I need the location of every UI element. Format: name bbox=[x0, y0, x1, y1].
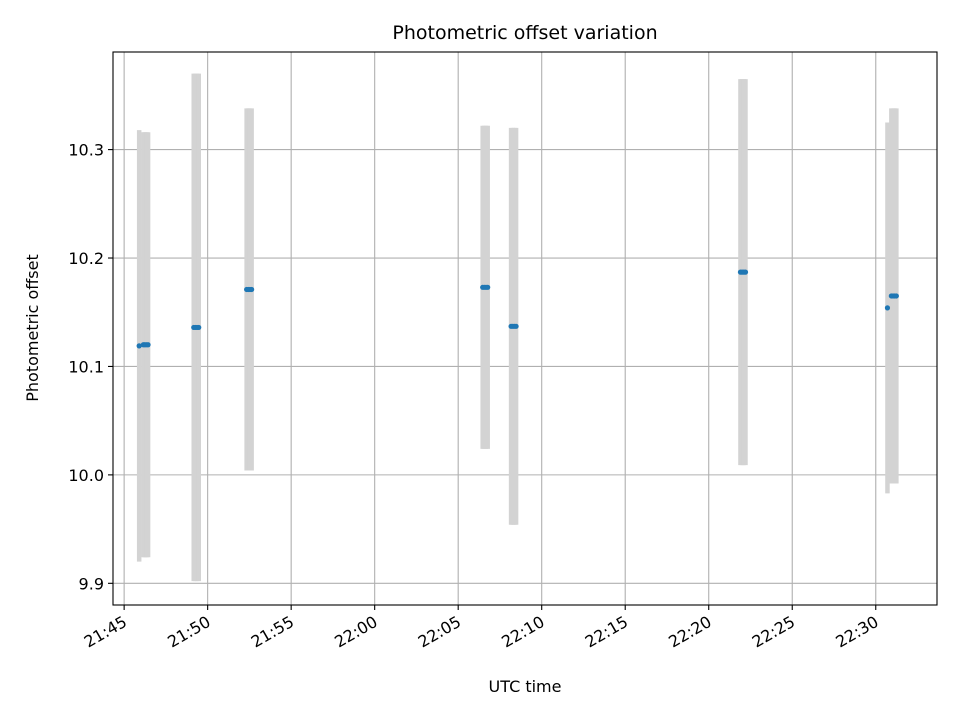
plot-background bbox=[113, 52, 937, 605]
plot-frame bbox=[112, 51, 938, 606]
data-point bbox=[893, 293, 899, 299]
y-tick-label: 10.3 bbox=[68, 141, 104, 160]
data-point bbox=[136, 343, 142, 349]
data-point bbox=[196, 324, 202, 331]
chart-title: Photometric offset variation bbox=[392, 22, 657, 44]
data-point bbox=[145, 342, 151, 348]
y-tick-label: 9.9 bbox=[79, 574, 104, 593]
y-axis: 9.9 10.0 10.1 10.2 10.3 bbox=[68, 141, 113, 593]
y-tick-label: 10.1 bbox=[68, 357, 104, 376]
y-tick-label: 10.0 bbox=[68, 466, 104, 485]
data-point bbox=[485, 284, 491, 290]
data-point bbox=[249, 286, 255, 293]
data-point bbox=[884, 305, 891, 311]
x-axis-label: UTC time bbox=[489, 677, 562, 696]
grid-lines bbox=[113, 52, 937, 605]
data-point bbox=[513, 323, 519, 329]
y-tick-label: 10.2 bbox=[68, 249, 104, 268]
y-axis-label: Photometric offset bbox=[23, 254, 42, 402]
data-point bbox=[742, 269, 749, 275]
data-markers bbox=[136, 269, 899, 349]
